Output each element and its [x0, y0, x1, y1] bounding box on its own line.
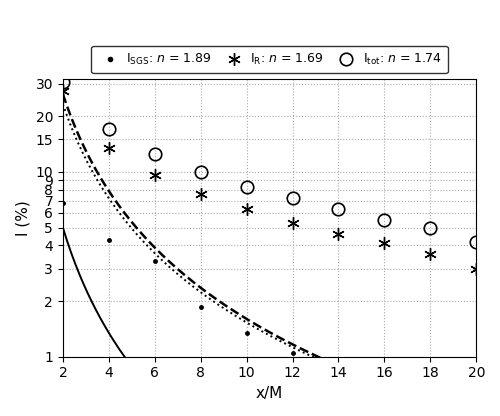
X-axis label: x/M: x/M — [256, 386, 283, 401]
Legend: I$_{\mathrm{SGS}}$: $n$ = 1.89, I$_{\mathrm{R}}$: $n$ = 1.69, I$_{\mathrm{tot}}$: I$_{\mathrm{SGS}}$: $n$ = 1.89, I$_{\mat… — [92, 46, 448, 74]
Y-axis label: I (%): I (%) — [15, 200, 30, 235]
